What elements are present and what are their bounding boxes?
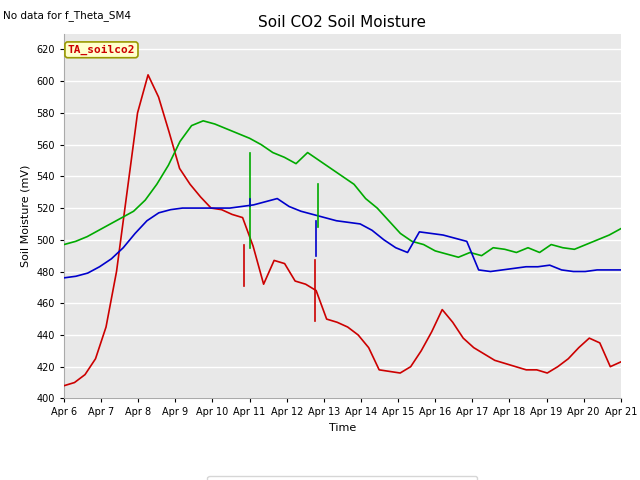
Legend: Theta 1, Theta 2, Theta 3: Theta 1, Theta 2, Theta 3	[207, 476, 477, 480]
Title: Soil CO2 Soil Moisture: Soil CO2 Soil Moisture	[259, 15, 426, 30]
Text: No data for f_Theta_SM4: No data for f_Theta_SM4	[3, 11, 131, 22]
Text: TA_soilco2: TA_soilco2	[68, 45, 135, 55]
Y-axis label: Soil Moisture (mV): Soil Moisture (mV)	[20, 165, 31, 267]
X-axis label: Time: Time	[329, 423, 356, 433]
